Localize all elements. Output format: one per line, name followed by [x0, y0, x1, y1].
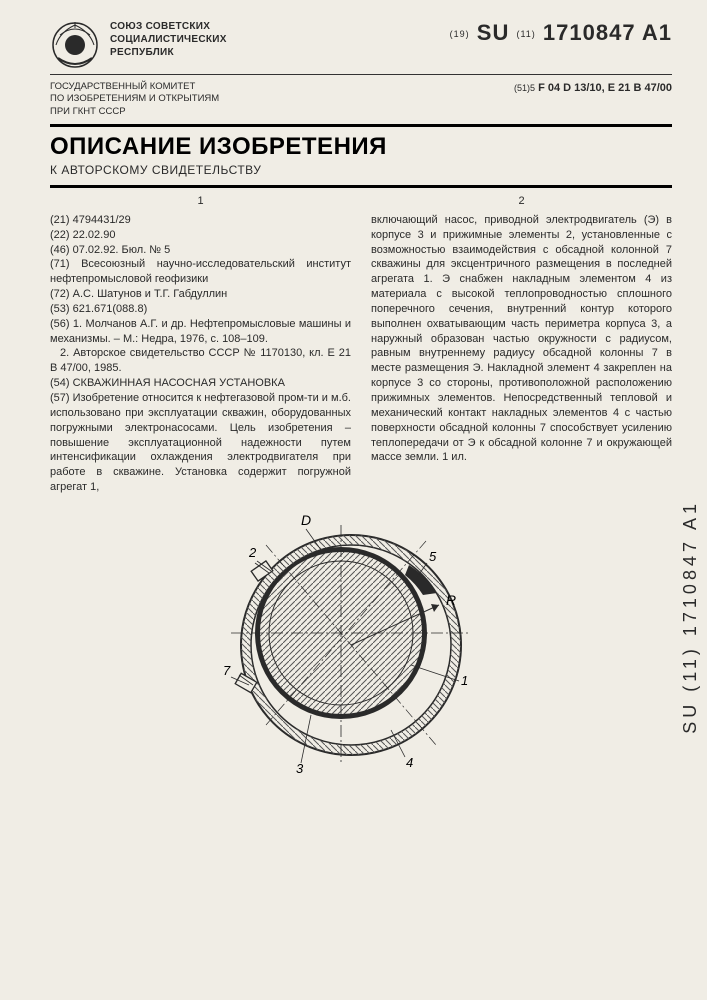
svg-text:7: 7	[223, 663, 231, 678]
doc-title: ОПИСАНИЕ ИЗОБРЕТЕНИЯ	[50, 133, 672, 161]
svg-text:3: 3	[296, 761, 304, 776]
svg-text:1: 1	[461, 673, 468, 688]
svg-text:D: D	[301, 512, 311, 528]
publication-number: (19) SU (11) 1710847 A1	[450, 20, 672, 46]
svg-text:R: R	[446, 592, 456, 608]
ussr-emblem-icon	[50, 20, 100, 70]
column-1: 1 (21) 4794431/29 (22) 22.02.90 (46) 07.…	[50, 194, 351, 495]
cross-section-diagram: D 2 7 R 5 1 4 3	[50, 505, 672, 790]
svg-text:2: 2	[248, 545, 257, 560]
doc-subtitle: К АВТОРСКОМУ СВИДЕТЕЛЬСТВУ	[50, 163, 672, 177]
ussr-label: СОЮЗ СОВЕТСКИХ СОЦИАЛИСТИЧЕСКИХ РЕСПУБЛИ…	[110, 20, 227, 59]
side-publication-label: SU (11) 1710847 A1	[680, 500, 701, 734]
column-2: 2 включающий насос, приводной электродви…	[371, 194, 672, 495]
committee-label: ГОСУДАРСТВЕННЫЙ КОМИТЕТ ПО ИЗОБРЕТЕНИЯМ …	[50, 81, 219, 118]
svg-text:5: 5	[429, 549, 437, 564]
ipc-code: (51)5 F 04 D 13/10, E 21 B 47/00	[514, 81, 672, 118]
svg-text:4: 4	[406, 755, 413, 770]
